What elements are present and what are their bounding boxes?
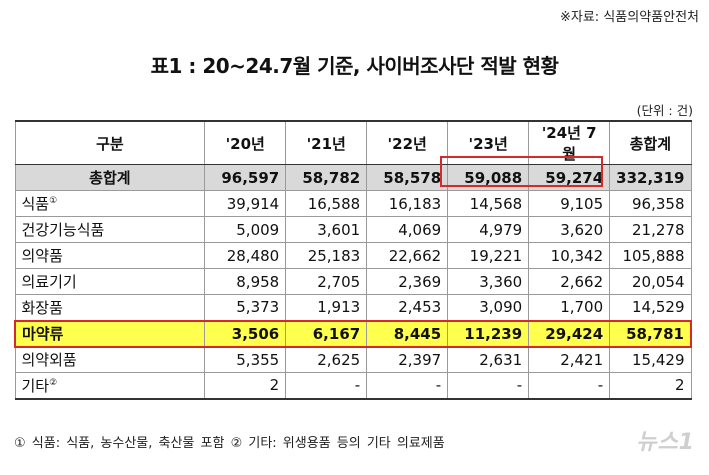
- cell: 5,009: [204, 216, 287, 243]
- header-2022: '22년: [366, 120, 449, 165]
- cell: 14,568: [447, 190, 530, 217]
- cell: 19,221: [447, 242, 530, 269]
- cell: 2,631: [447, 346, 530, 373]
- cell: 4,979: [447, 216, 530, 243]
- cell: 15,429: [609, 346, 692, 373]
- row-label: 화장품: [14, 294, 206, 321]
- header-grand-total: 총합계: [609, 120, 692, 165]
- footnote: ① 식품: 식품, 농수산물, 축산물 포함 ② 기타: 위생용품 등의 기타 …: [14, 436, 445, 451]
- cell: 5,355: [204, 346, 287, 373]
- cell: 1,913: [285, 294, 368, 321]
- cell: 21,278: [609, 216, 692, 243]
- cell: 96,597: [204, 164, 287, 191]
- cell: -: [528, 372, 611, 400]
- cell: 8,958: [204, 268, 287, 295]
- cell: 20,054: [609, 268, 692, 295]
- cell: 16,183: [366, 190, 449, 217]
- cell: 59,274: [528, 164, 611, 191]
- row-label: 총합계: [14, 164, 206, 191]
- cell: 28,480: [204, 242, 287, 269]
- cell: 2,625: [285, 346, 368, 373]
- header-2021: '21년: [285, 120, 368, 165]
- row-label: 식품①: [14, 190, 206, 217]
- cell: -: [447, 372, 530, 400]
- cell: 39,914: [204, 190, 287, 217]
- cell: 5,373: [204, 294, 287, 321]
- cell: 3,360: [447, 268, 530, 295]
- enforcement-table: 구분 '20년 '21년 '22년 '23년 '24년 7월 총합계 총합계 9…: [14, 120, 693, 400]
- footnote-marker: ①: [49, 196, 58, 206]
- cell: 105,888: [609, 242, 692, 269]
- table-row: 의료기기 8,958 2,705 2,369 3,360 2,662 20,05…: [14, 268, 692, 295]
- cell: 2,662: [528, 268, 611, 295]
- cell: 29,424: [528, 319, 611, 348]
- cell: 3,601: [285, 216, 368, 243]
- cell: 11,239: [447, 319, 530, 348]
- cell: 2,421: [528, 346, 611, 373]
- cell: 59,088: [447, 164, 530, 191]
- cell: 8,445: [366, 319, 449, 348]
- cell: 10,342: [528, 242, 611, 269]
- cell: 14,529: [609, 294, 692, 321]
- table-row: 식품① 39,914 16,588 16,183 14,568 9,105 96…: [14, 190, 692, 217]
- cell: 58,578: [366, 164, 449, 191]
- cell: 2,397: [366, 346, 449, 373]
- cell: 2,369: [366, 268, 449, 295]
- table-row: 의약외품 5,355 2,625 2,397 2,631 2,421 15,42…: [14, 346, 692, 373]
- row-label: 의약외품: [14, 346, 206, 373]
- cell: 96,358: [609, 190, 692, 217]
- cell: 6,167: [285, 319, 368, 348]
- cell: 25,183: [285, 242, 368, 269]
- cell: 58,781: [609, 319, 693, 348]
- cell: 3,620: [528, 216, 611, 243]
- cell: 3,090: [447, 294, 530, 321]
- header-2023: '23년: [447, 120, 530, 165]
- header-row: 구분 '20년 '21년 '22년 '23년 '24년 7월 총합계: [14, 120, 692, 165]
- cell: 2: [204, 372, 287, 400]
- cell: 4,069: [366, 216, 449, 243]
- total-row: 총합계 96,597 58,782 58,578 59,088 59,274 3…: [14, 164, 692, 191]
- cell: 2,453: [366, 294, 449, 321]
- row-label: 마약류: [14, 319, 206, 348]
- row-label: 의료기기: [14, 268, 206, 295]
- cell: 22,662: [366, 242, 449, 269]
- table-title: 표1 : 20~24.7월 기준, 사이버조사단 적발 현황: [150, 54, 559, 78]
- header-category: 구분: [14, 120, 206, 165]
- cell: -: [366, 372, 449, 400]
- row-label: 의약품: [14, 242, 206, 269]
- table-row: 화장품 5,373 1,913 2,453 3,090 1,700 14,529: [14, 294, 692, 321]
- cell: 2,705: [285, 268, 368, 295]
- cell: 58,782: [285, 164, 368, 191]
- source-note: ※자료: 식품의약품안전처: [559, 10, 699, 25]
- header-2024-jul: '24년 7월: [528, 120, 611, 165]
- table-row: 기타② 2 - - - - 2: [14, 372, 692, 400]
- footnote-marker: ②: [49, 377, 58, 388]
- drug-row-highlighted: 마약류 3,506 6,167 8,445 11,239 29,424 58,7…: [14, 319, 693, 348]
- cell: 1,700: [528, 294, 611, 321]
- cell: 9,105: [528, 190, 611, 217]
- unit-note: (단위 : 건): [636, 103, 693, 118]
- news1-watermark-logo: 뉴스1: [636, 430, 695, 455]
- row-label: 건강기능식품: [14, 216, 206, 243]
- cell: 16,588: [285, 190, 368, 217]
- cell: -: [285, 372, 368, 400]
- row-label: 기타②: [14, 372, 206, 400]
- cell: 2: [609, 372, 692, 400]
- cell: 332,319: [609, 164, 692, 191]
- table-row: 건강기능식품 5,009 3,601 4,069 4,979 3,620 21,…: [14, 216, 692, 243]
- cell: 3,506: [204, 319, 287, 348]
- table-row: 의약품 28,480 25,183 22,662 19,221 10,342 1…: [14, 242, 692, 269]
- header-2020: '20년: [204, 120, 287, 165]
